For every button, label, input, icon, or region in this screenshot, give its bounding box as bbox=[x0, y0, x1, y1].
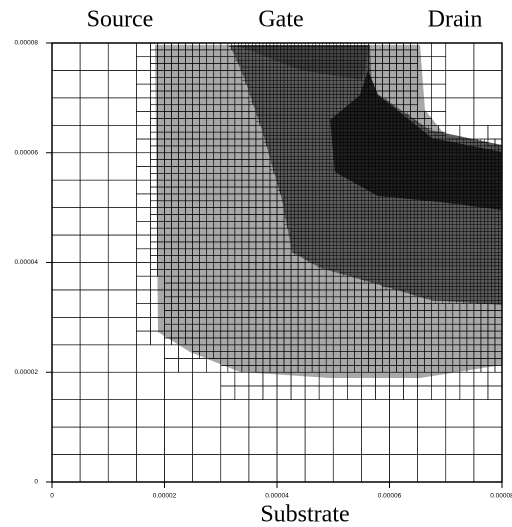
page: {"chart_data": {"type": "mesh", "top_lab… bbox=[0, 0, 512, 527]
figure: Source Gate Drain Substrate 00.000020.00… bbox=[0, 0, 512, 527]
